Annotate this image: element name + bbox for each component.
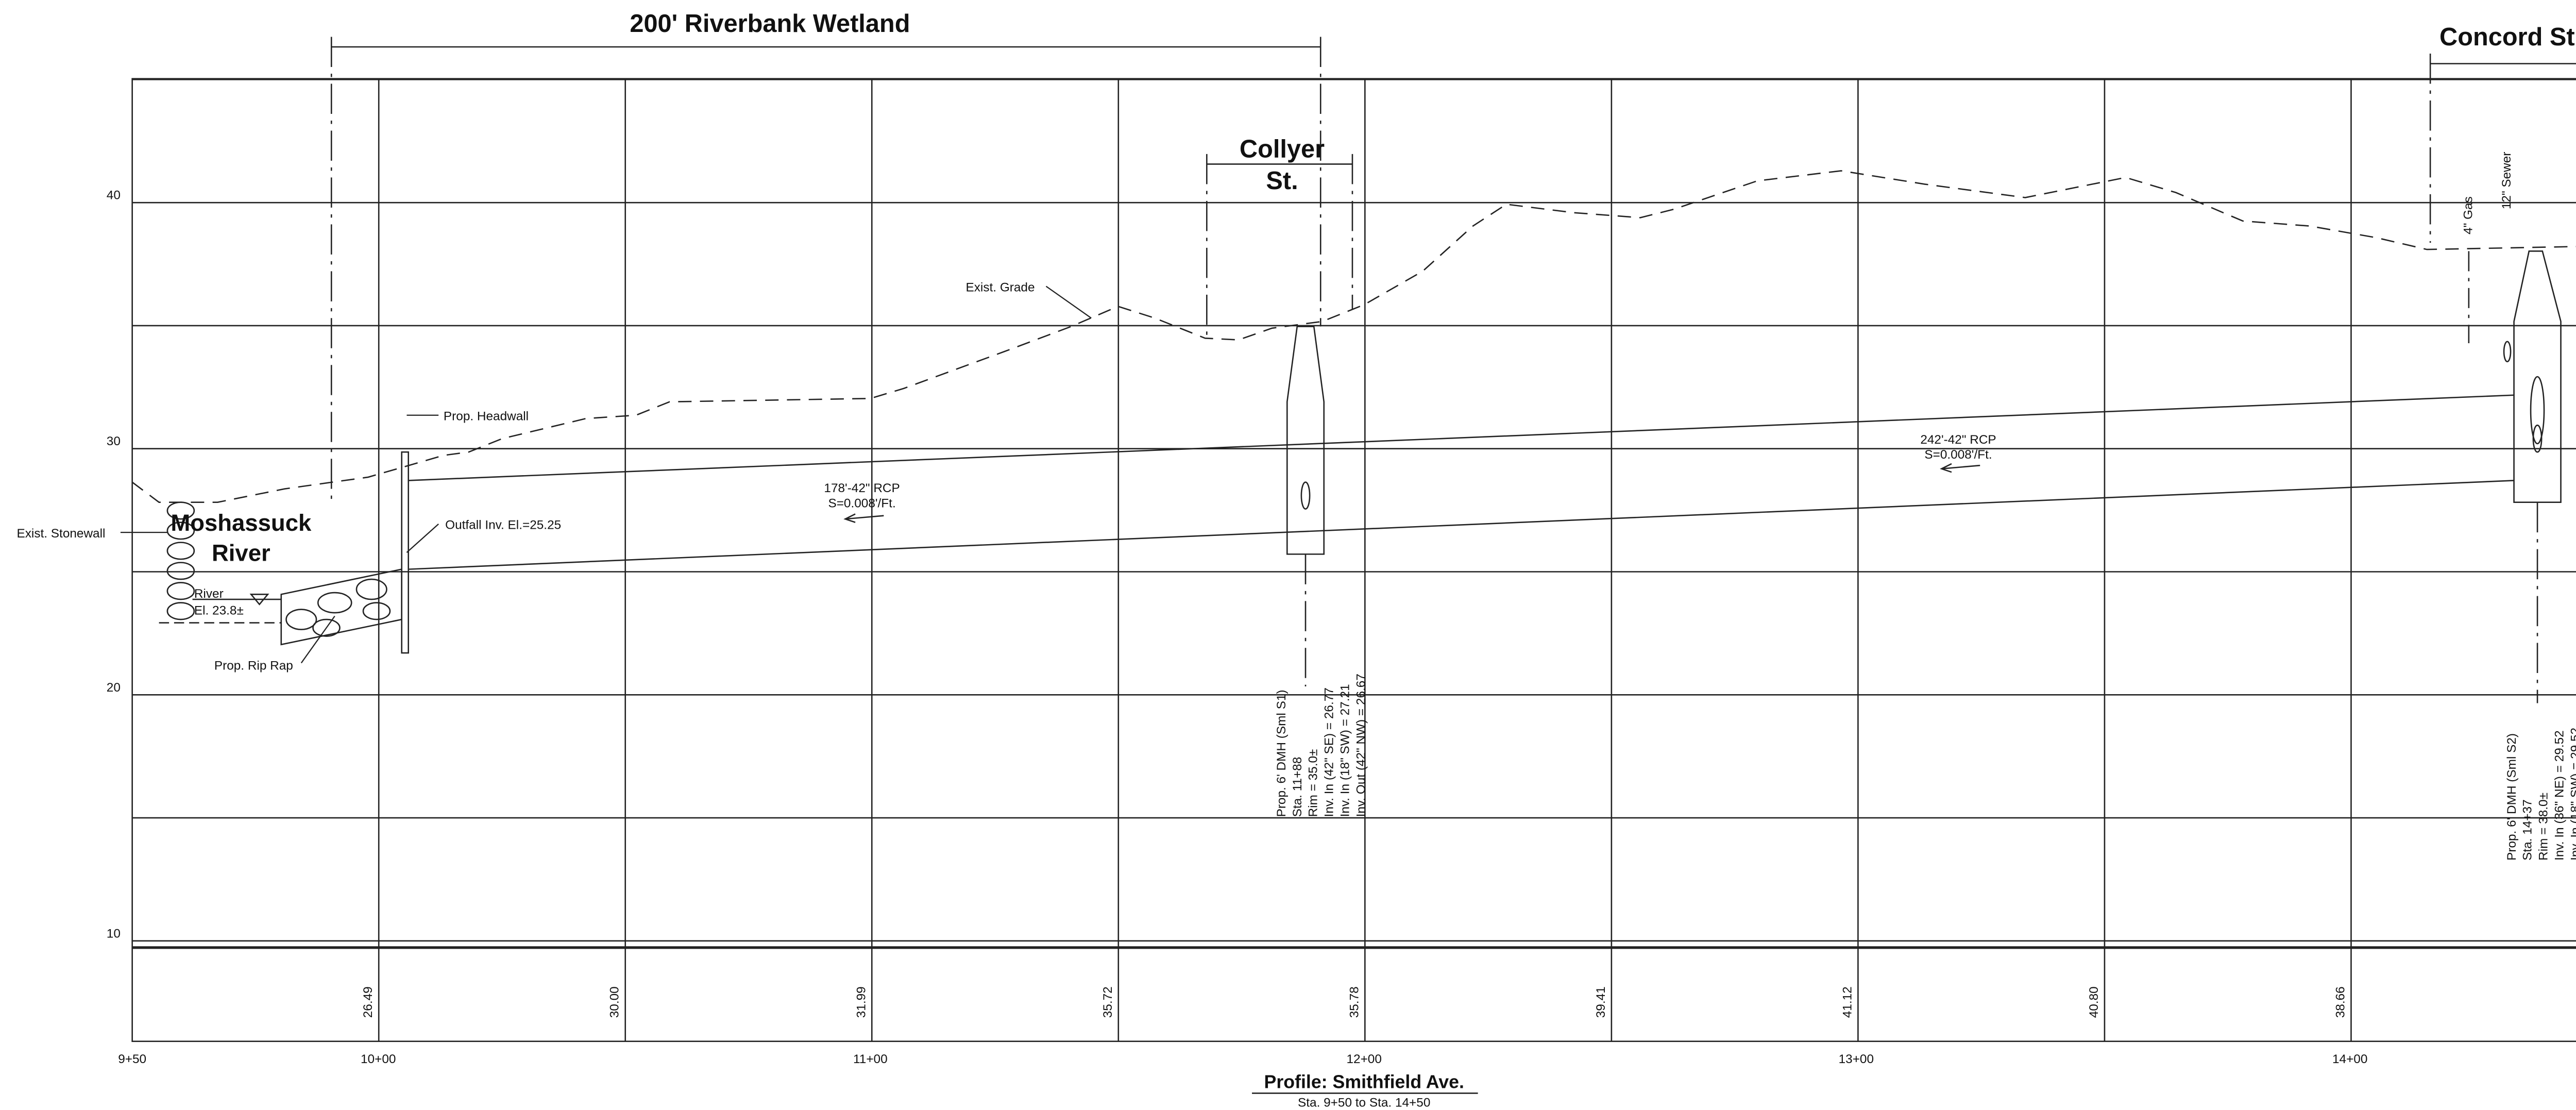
pipe-label: 178'-42" RCP — [824, 481, 900, 495]
callout: Prop. Headwall — [444, 409, 529, 423]
frame — [131, 78, 2576, 1042]
elevation-label: 20 — [107, 681, 121, 695]
utility-label: 4" Gas — [2461, 196, 2475, 234]
callout: Prop. Rip Rap — [214, 659, 293, 673]
station-label: 14+00 — [2332, 1052, 2367, 1066]
ground-elevation: 40.80 — [2087, 986, 2101, 1018]
manhole-note: Inv. In (36" NE) = 29.52 — [2552, 730, 2566, 861]
elevation-label: 10 — [107, 927, 121, 940]
street-label: Concord St. — [2439, 23, 2576, 51]
street-label: St. — [1266, 167, 1298, 195]
ground-elevation: 35.78 — [1347, 986, 1361, 1018]
manhole-note: Rim = 38.0± — [2537, 793, 2551, 861]
pipe-label: S=0.008'/Ft. — [1924, 448, 1992, 462]
callout: Exist. Grade — [966, 280, 1035, 294]
manhole-note: Inv. In (18" SW) = 29.52 — [2568, 728, 2576, 861]
pipe-label: S=0.008'/Ft. — [828, 496, 895, 510]
ground-elevation: 41.12 — [1840, 986, 1854, 1018]
station-label: 12+00 — [1346, 1052, 1381, 1066]
structures — [120, 250, 2562, 664]
river-name: River — [212, 540, 270, 566]
ground-elevation: 30.00 — [608, 986, 622, 1018]
profile-subtitle: Sta. 9+50 to Sta. 14+50 — [1298, 1096, 1430, 1109]
pipes — [408, 394, 2514, 570]
manhole-note: Sta. 14+37 — [2521, 799, 2535, 861]
dimension-lines — [330, 37, 2576, 703]
ground-elevation: 38.66 — [2333, 986, 2347, 1018]
ground-elevation: 39.41 — [1594, 986, 1608, 1018]
station-label: 11+00 — [853, 1052, 888, 1066]
ground-elevation: 31.99 — [854, 986, 868, 1018]
manhole-note: Inv. In (42" SE) = 26.77 — [1323, 687, 1336, 817]
ground-elevation: 35.72 — [1101, 986, 1115, 1018]
ground-elevation: 26.49 — [361, 986, 375, 1018]
manhole-note: Rim = 35.0± — [1307, 749, 1320, 817]
elevation-label: 40 — [107, 189, 121, 203]
callout: Outfall Inv. El.=25.25 — [445, 518, 561, 532]
profile-title: Profile: Smithfield Ave. — [1264, 1072, 1464, 1092]
station-label: 9+50 — [118, 1052, 146, 1066]
river-name: Moshassuck — [171, 510, 312, 536]
manhole-note: Sta. 11+88 — [1291, 757, 1304, 817]
wetland-label: 200' Riverbank Wetland — [630, 10, 910, 38]
callout: River — [194, 587, 224, 601]
utility-label: 12" Sewer — [2500, 152, 2514, 210]
station-label: 10+00 — [361, 1052, 396, 1066]
existing-grade — [131, 170, 2576, 503]
street-label: Collyer — [1240, 135, 1325, 163]
station-label: 13+00 — [1839, 1052, 1874, 1066]
manhole-note: Inv. Out (42" NW) = 26.67 — [1354, 674, 1368, 817]
callout: Exist. Stonewall — [16, 527, 105, 541]
pipe-label: 242'-42" RCP — [1920, 433, 1996, 447]
manhole-note: Prop. 6' DMH (Sml S2) — [2505, 733, 2519, 861]
manhole-note: Inv. In (18" SW) = 27.21 — [1338, 684, 1352, 817]
manhole-note: Prop. 6' DMH (Sml S1) — [1275, 689, 1289, 817]
callout: El. 23.8± — [194, 603, 244, 617]
elevation-label: 30 — [107, 434, 121, 448]
